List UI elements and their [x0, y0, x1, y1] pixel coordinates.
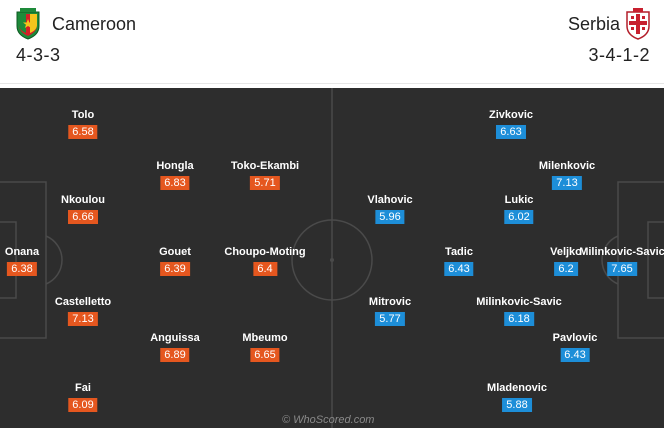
player-name: Hongla: [156, 160, 194, 172]
home-player-6[interactable]: Gouet 6.39: [159, 246, 191, 277]
player-rating: 6.38: [7, 262, 37, 276]
away-player-1[interactable]: Zivkovic 6.63: [489, 109, 533, 140]
player-rating: 6.83: [160, 176, 190, 190]
player-name: Mitrovic: [368, 296, 412, 308]
player-name: Tolo: [71, 109, 95, 121]
player-rating: 6.02: [504, 210, 534, 224]
player-name: Choupo-Moting: [224, 246, 306, 258]
player-rating: 5.77: [375, 312, 405, 326]
match-header: Cameroon 4-3-3 Serbia 3-4-1-2: [0, 0, 664, 84]
player-rating: 5.88: [502, 398, 532, 412]
away-player-6[interactable]: Veljko 6.2: [550, 246, 582, 277]
player-rating: 6.66: [68, 210, 98, 224]
player-name: Onana: [4, 246, 40, 258]
pitch-lines: [0, 88, 664, 428]
player-name: Mbeumo: [242, 332, 288, 344]
home-player-7[interactable]: Choupo-Moting 6.4: [224, 246, 306, 277]
player-rating: 6.4: [253, 262, 277, 276]
away-player-7[interactable]: Milinkovic-Savic 7.65: [579, 246, 664, 277]
player-rating: 6.89: [160, 348, 190, 362]
player-name: Vlahovic: [367, 194, 413, 206]
player-name: Fai: [75, 382, 91, 394]
player-name: Castelletto: [54, 296, 112, 308]
home-player-1[interactable]: Tolo 6.58: [68, 109, 98, 140]
player-rating: 6.65: [250, 348, 280, 362]
player-name: Zivkovic: [488, 109, 534, 121]
player-rating: 6.09: [68, 398, 98, 412]
away-player-8[interactable]: Mitrovic 5.77: [369, 296, 411, 327]
home-formation: 4-3-3: [16, 45, 61, 65]
player-name: Veljko: [550, 246, 582, 258]
player-name: Nkoulou: [61, 194, 105, 206]
player-rating: 5.71: [250, 176, 280, 190]
player-name: Milinkovic-Savic: [476, 296, 562, 308]
home-player-9[interactable]: Anguissa 6.89: [150, 332, 200, 363]
player-name: Pavlovic: [552, 332, 598, 344]
home-team-name: Cameroon: [52, 14, 137, 34]
player-rating: 6.18: [504, 312, 534, 326]
player-rating: 7.13: [68, 312, 98, 326]
player-name: Tadic: [445, 246, 473, 258]
away-player-5[interactable]: Tadic 6.43: [444, 246, 474, 277]
player-name: Lukic: [504, 194, 534, 206]
away-formation: 3-4-1-2: [588, 45, 650, 65]
home-player-2[interactable]: Hongla 6.83: [156, 160, 194, 191]
player-name: Toko-Ekambi: [230, 160, 300, 172]
away-player-9[interactable]: Milinkovic-Savic 6.18: [476, 296, 562, 327]
player-rating: 7.65: [607, 262, 637, 276]
player-name: Anguissa: [150, 332, 200, 344]
player-rating: 7.13: [552, 176, 582, 190]
player-rating: 6.43: [560, 348, 590, 362]
away-player-10[interactable]: Pavlovic 6.43: [552, 332, 598, 363]
player-name: Mladenovic: [487, 382, 547, 394]
player-name: Milenkovic: [538, 160, 596, 172]
watermark: © WhoScored.com: [282, 414, 375, 426]
away-team-name: Serbia: [567, 14, 620, 34]
pitch: Tolo 6.58 Hongla 6.83 Toko-Ekambi 5.71 N…: [0, 88, 664, 428]
player-rating: 6.63: [496, 125, 526, 139]
home-player-11[interactable]: Fai 6.09: [68, 382, 98, 413]
player-rating: 6.2: [553, 262, 578, 276]
home-player-5[interactable]: Onana 6.38: [5, 246, 39, 277]
player-name: Milinkovic-Savic: [579, 246, 664, 258]
away-player-4[interactable]: Lukic 6.02: [504, 194, 534, 225]
player-rating: 6.58: [68, 125, 98, 139]
player-name: Gouet: [159, 246, 191, 258]
cameroon-crest-icon: [16, 8, 40, 40]
home-player-4[interactable]: Nkoulou 6.66: [61, 194, 105, 225]
away-player-11[interactable]: Mladenovic 5.88: [487, 382, 547, 413]
serbia-crest-icon: [626, 8, 650, 40]
home-player-10[interactable]: Mbeumo 6.65: [242, 332, 288, 363]
away-player-2[interactable]: Milenkovic 7.13: [539, 160, 595, 191]
player-rating: 6.43: [444, 262, 474, 276]
player-rating: 6.39: [160, 262, 190, 276]
player-rating: 5.96: [375, 210, 405, 224]
home-player-8[interactable]: Castelletto 7.13: [55, 296, 111, 327]
home-player-3[interactable]: Toko-Ekambi 5.71: [231, 160, 299, 191]
away-player-3[interactable]: Vlahovic 5.96: [367, 194, 413, 225]
